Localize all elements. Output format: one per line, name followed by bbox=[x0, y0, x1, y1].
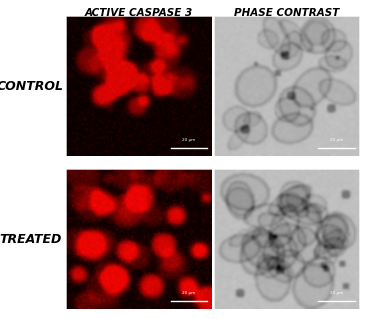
Text: CONTROL: CONTROL bbox=[0, 80, 64, 93]
Text: 20 μm: 20 μm bbox=[330, 138, 343, 142]
Text: TREATED: TREATED bbox=[0, 233, 62, 246]
Text: 20 μm: 20 μm bbox=[183, 138, 196, 142]
Text: ACTIVE CASPASE 3: ACTIVE CASPASE 3 bbox=[85, 8, 193, 18]
Text: 20 μm: 20 μm bbox=[330, 291, 343, 295]
Text: PHASE CONTRAST: PHASE CONTRAST bbox=[234, 8, 339, 18]
Text: 20 μm: 20 μm bbox=[183, 291, 196, 295]
